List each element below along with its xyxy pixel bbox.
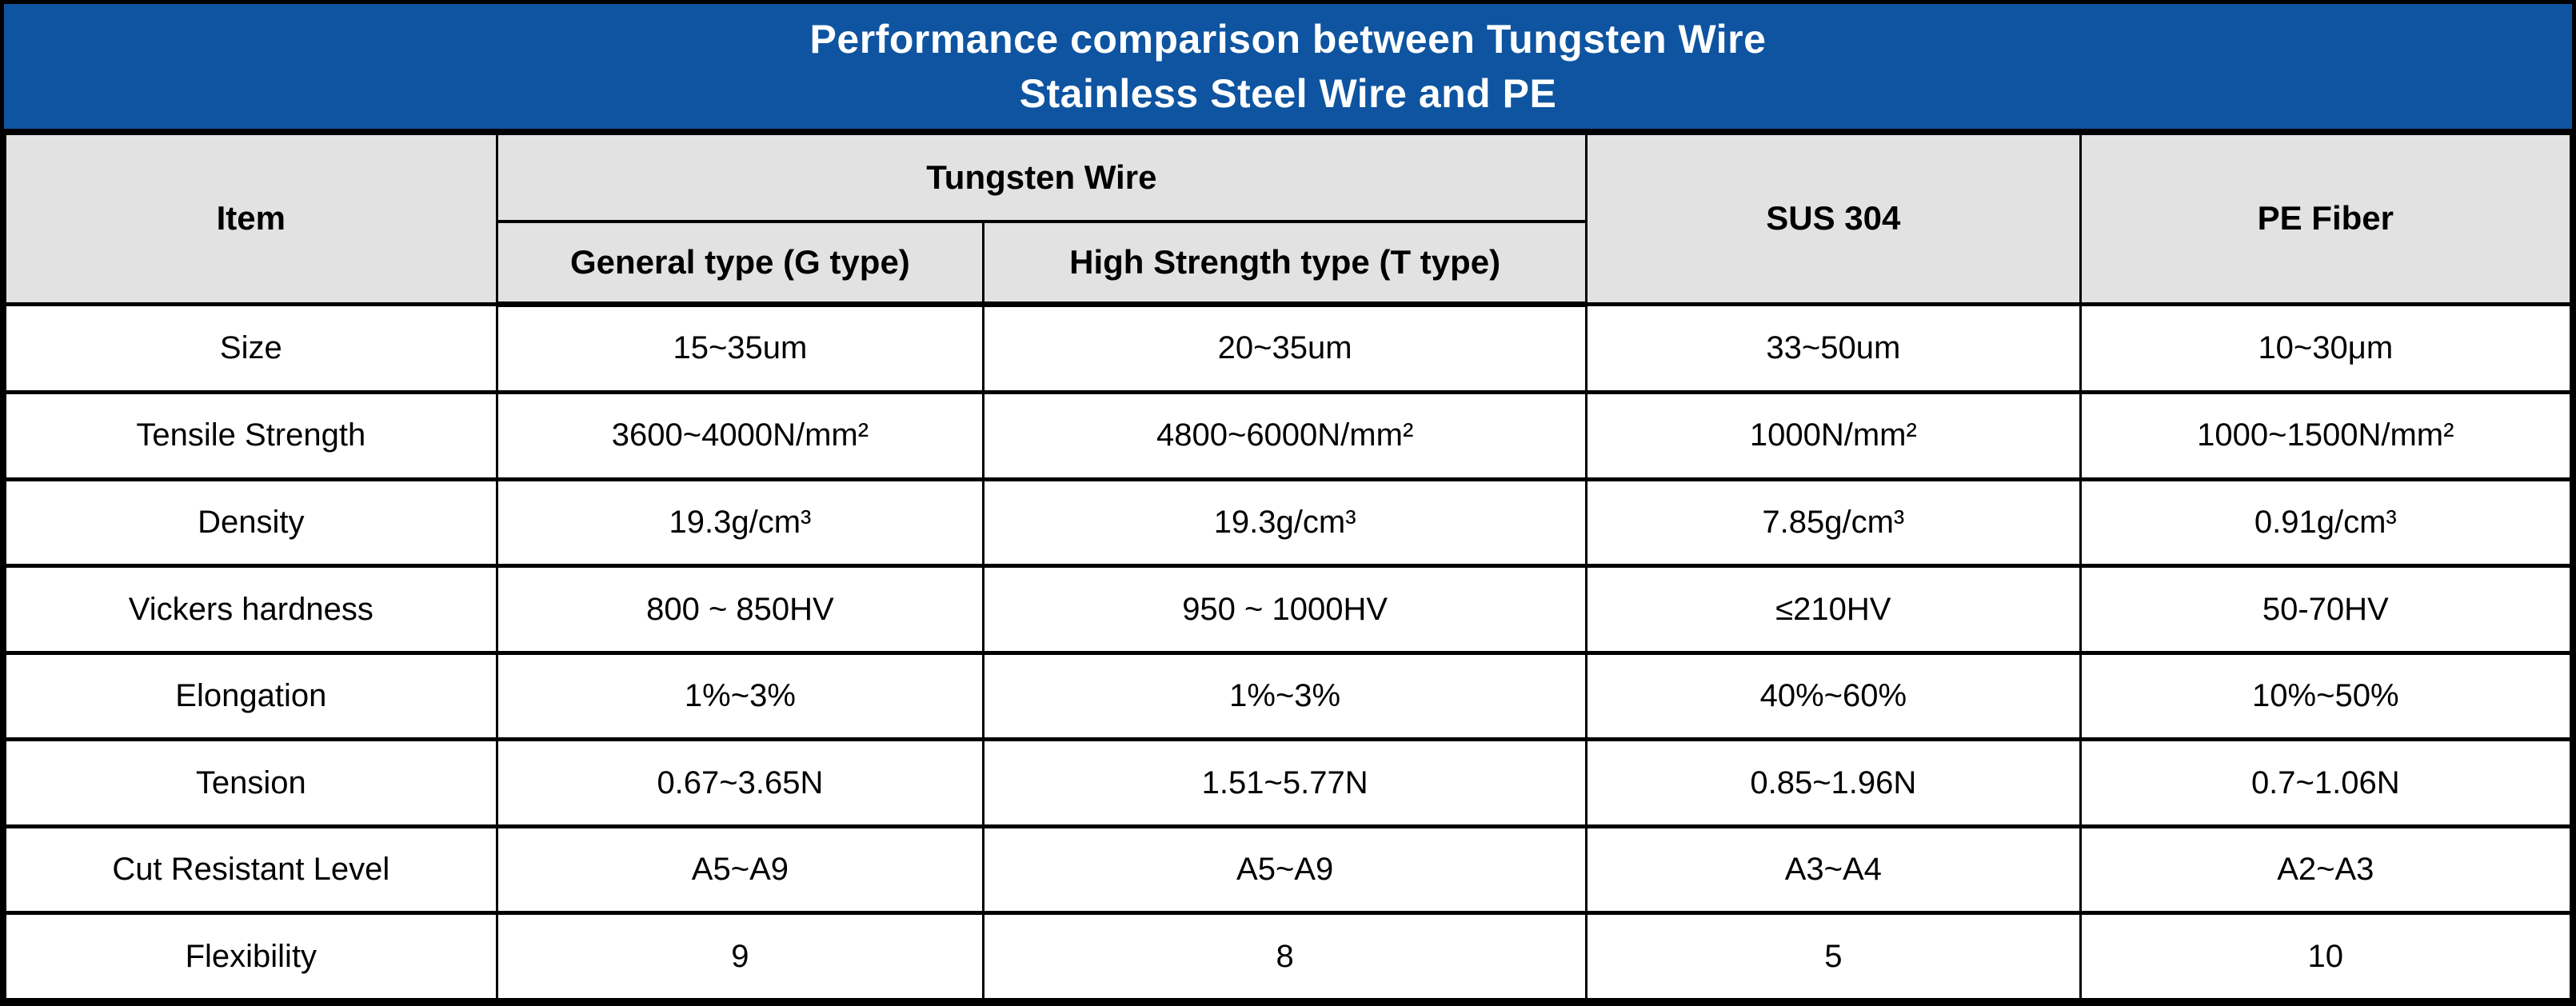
header-high-strength-type: High Strength type (T type) (982, 220, 1588, 307)
value-cell-t: 19.3g/cm³ (982, 477, 1588, 569)
header-sus-304: SUS 304 (1585, 132, 2082, 305)
table-row-flexibility: Flexibility 9 8 5 10 (4, 911, 2573, 1002)
title-line-2: Stainless Steel Wire and PE (1019, 71, 1557, 116)
value-cell-pe: 50-70HV (2079, 564, 2573, 655)
value-cell-sus: ≤210HV (1585, 564, 2082, 655)
value-cell-g: 3600~4000N/mm² (495, 390, 985, 481)
title-line-1: Performance comparison between Tungsten … (809, 17, 1767, 62)
table-row-size: Size 15~35um 20~35um 33~50um 10~30μm (4, 301, 2573, 395)
value-cell-t: 1.51~5.77N (982, 737, 1588, 828)
comparison-table: Item Tungsten Wire SUS 304 PE Fiber Gene… (4, 132, 2573, 1002)
table-row-vickers-hardness: Vickers hardness 800 ~ 850HV 950 ~ 1000H… (4, 564, 2573, 655)
value-cell-g: 1%~3% (495, 650, 985, 742)
title-bar: Performance comparison between Tungsten … (4, 4, 2572, 132)
value-cell-pe: 10%~50% (2079, 650, 2573, 742)
table-row-cut-resistant-level: Cut Resistant Level A5~A9 A5~A9 A3~A4 A2… (4, 824, 2573, 916)
table-row-tensile-strength: Tensile Strength 3600~4000N/mm² 4800~600… (4, 390, 2573, 481)
value-cell-sus: 0.85~1.96N (1585, 737, 2082, 828)
table-row-density: Density 19.3g/cm³ 19.3g/cm³ 7.85g/cm³ 0.… (4, 477, 2573, 569)
value-cell-pe: 0.7~1.06N (2079, 737, 2573, 828)
value-cell-g: 0.67~3.65N (495, 737, 985, 828)
value-cell-g: 19.3g/cm³ (495, 477, 985, 569)
header-tungsten-wire: Tungsten Wire (495, 132, 1588, 223)
header-general-type: General type (G type) (495, 220, 985, 307)
value-cell-pe: 1000~1500N/mm² (2079, 390, 2573, 481)
value-cell-t: 1%~3% (982, 650, 1588, 742)
table-row-tension: Tension 0.67~3.65N 1.51~5.77N 0.85~1.96N… (4, 737, 2573, 828)
value-cell-t: 4800~6000N/mm² (982, 390, 1588, 481)
value-cell-sus: A3~A4 (1585, 824, 2082, 916)
value-cell-pe: 10~30μm (2079, 301, 2573, 395)
value-cell-t: 950 ~ 1000HV (982, 564, 1588, 655)
value-cell-sus: 40%~60% (1585, 650, 2082, 742)
row-label: Tension (4, 737, 498, 828)
row-label: Elongation (4, 650, 498, 742)
row-label: Tensile Strength (4, 390, 498, 481)
row-label: Flexibility (4, 911, 498, 1002)
value-cell-t: 20~35um (982, 301, 1588, 395)
value-cell-sus: 33~50um (1585, 301, 2082, 395)
value-cell-pe: 0.91g/cm³ (2079, 477, 2573, 569)
row-label: Cut Resistant Level (4, 824, 498, 916)
header-item: Item (4, 132, 498, 305)
value-cell-sus: 5 (1585, 911, 2082, 1002)
value-cell-g: 15~35um (495, 301, 985, 395)
table-row-elongation: Elongation 1%~3% 1%~3% 40%~60% 10%~50% (4, 650, 2573, 742)
value-cell-pe: A2~A3 (2079, 824, 2573, 916)
header-pe-fiber: PE Fiber (2079, 132, 2573, 305)
value-cell-t: A5~A9 (982, 824, 1588, 916)
value-cell-sus: 1000N/mm² (1585, 390, 2082, 481)
table-wrap: Item Tungsten Wire SUS 304 PE Fiber Gene… (4, 132, 2573, 1002)
header-group-row: Item Tungsten Wire SUS 304 PE Fiber (4, 132, 2573, 305)
row-label: Size (4, 301, 498, 395)
row-label: Density (4, 477, 498, 569)
value-cell-sus: 7.85g/cm³ (1585, 477, 2082, 569)
header-sub-row: General type (G type) High Strength type… (6, 220, 2571, 307)
value-cell-g: A5~A9 (495, 824, 985, 916)
row-label: Vickers hardness (4, 564, 498, 655)
value-cell-g: 9 (495, 911, 985, 1002)
value-cell-pe: 10 (2079, 911, 2573, 1002)
value-cell-t: 8 (982, 911, 1588, 1002)
value-cell-g: 800 ~ 850HV (495, 564, 985, 655)
